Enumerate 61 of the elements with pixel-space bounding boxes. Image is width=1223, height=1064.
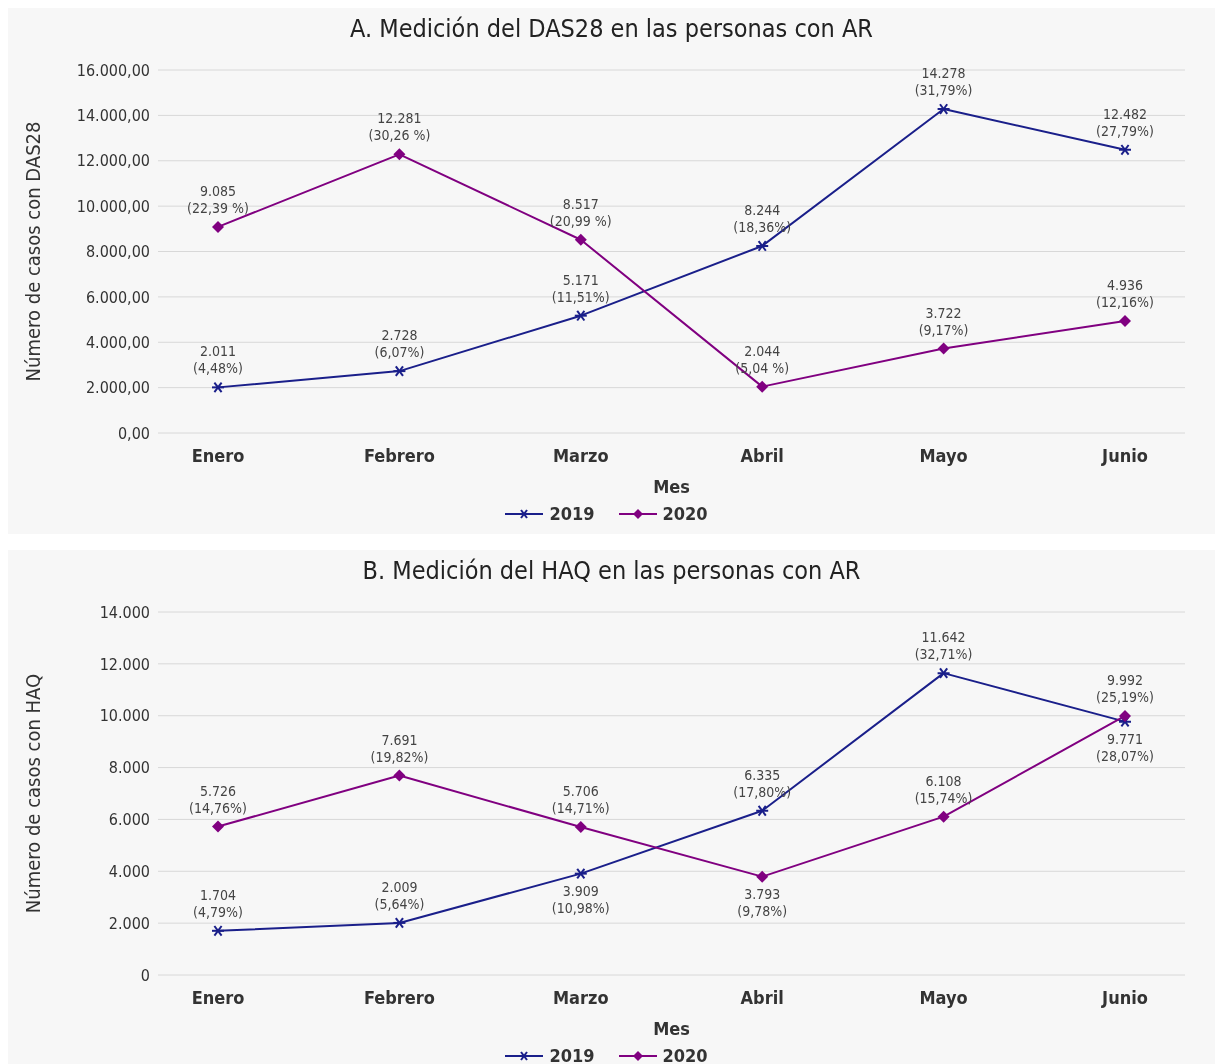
legend-label: 2019: [549, 503, 595, 524]
data-label: 2.009 (5,64%): [374, 878, 425, 912]
data-label: 3.793 (9,78%): [737, 885, 788, 919]
x-tick-label: Mayo: [919, 444, 968, 466]
y-axis-title: Número de casos con DAS28: [21, 121, 46, 382]
legend-label: 2019: [549, 1045, 595, 1064]
data-label: 12.281 (30,26 %): [368, 110, 431, 144]
y-tick-label: 12.000: [99, 654, 150, 674]
x-axis-title: Mes: [653, 476, 690, 497]
y-tick-label: 16.000,00: [76, 60, 150, 80]
y-axis-title: Número de casos con HAQ: [21, 673, 46, 914]
data-label: 14.278 (31,79%): [914, 65, 973, 99]
data-label: 7.691 (19,82%): [370, 731, 429, 765]
y-tick-label: 2.000: [108, 913, 150, 933]
y-tick-label: 10.000,00: [76, 196, 150, 216]
chart-title: A. Medición del DAS28 en las personas con AR: [349, 13, 874, 45]
y-tick-label: 12.000,00: [76, 151, 150, 171]
data-label: 11.642 (32,71%): [914, 629, 973, 663]
x-tick-label: Febrero: [363, 444, 435, 466]
x-tick-label: Abril: [740, 444, 784, 466]
data-label: 4.936 (12,16%): [1096, 277, 1154, 311]
data-label: 5.726 (14,76%): [189, 782, 247, 816]
legend-label: 2020: [662, 503, 708, 524]
x-tick-label: Enero: [191, 986, 245, 1008]
chart-title: B. Medición del HAQ en las personas con AR: [361, 555, 862, 587]
data-label: 1.704 (4,79%): [193, 886, 243, 920]
x-tick-label: Marzo: [553, 444, 609, 466]
y-tick-label: 10.000: [99, 706, 150, 726]
x-tick-label: Febrero: [363, 986, 435, 1008]
data-label: 9.771 (28,07%): [1096, 730, 1154, 764]
y-tick-label: 6.000: [108, 810, 150, 830]
data-label: 5.171 (11,51%): [551, 271, 610, 305]
data-label: 9.992 (25,19%): [1096, 671, 1154, 705]
y-tick-label: 4.000,00: [85, 332, 150, 352]
y-tick-label: 0: [140, 965, 150, 985]
y-tick-label: 8.000,00: [85, 242, 150, 262]
data-label: 8.517 (20,99 %): [549, 195, 612, 229]
x-tick-label: Enero: [191, 444, 245, 466]
x-axis-title: Mes: [653, 1018, 690, 1039]
y-tick-label: 6.000,00: [85, 287, 150, 307]
y-tick-label: 0,00: [117, 423, 150, 443]
y-tick-label: 14.000: [99, 602, 150, 622]
x-tick-label: Mayo: [919, 986, 968, 1008]
y-tick-label: 4.000: [108, 861, 150, 881]
legend-label: 2020: [662, 1045, 708, 1064]
data-label: 3.722 (9,17%): [918, 304, 969, 338]
y-tick-label: 14.000,00: [76, 106, 150, 126]
data-label: 12.482 (27,79%): [1096, 105, 1154, 139]
data-label: 2.011 (4,48%): [193, 343, 243, 377]
data-label: 5.706 (14,71%): [551, 783, 610, 817]
x-tick-label: Abril: [740, 986, 784, 1008]
y-tick-label: 2.000,00: [85, 378, 150, 398]
x-tick-label: Junio: [1101, 986, 1148, 1008]
data-label: 6.335 (17,80%): [733, 766, 792, 800]
data-label: 2.728 (6,07%): [374, 327, 425, 361]
x-tick-label: Junio: [1101, 444, 1148, 466]
x-tick-label: Marzo: [553, 986, 609, 1008]
y-tick-label: 8.000: [108, 758, 150, 778]
data-label: 9.085 (22,39 %): [187, 182, 249, 216]
data-label: 3.909 (10,98%): [551, 882, 610, 916]
data-label: 6.108 (15,74%): [914, 772, 973, 806]
